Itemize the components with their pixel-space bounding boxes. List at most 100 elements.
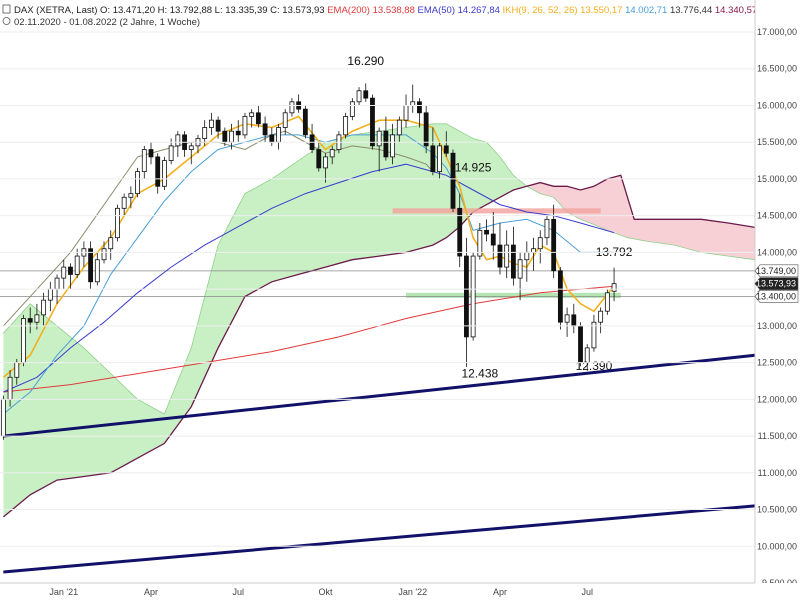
instrument-icon[interactable] (2, 4, 11, 14)
candle-down[interactable] (557, 270, 563, 323)
y-tick-label: 12.000,00 (757, 394, 797, 404)
candle-up[interactable] (531, 248, 536, 253)
candle-down[interactable] (423, 112, 429, 147)
candle-up[interactable] (94, 259, 100, 283)
header-segment: 14.267,84 (455, 5, 500, 16)
candle-up[interactable] (242, 116, 248, 136)
candle-up[interactable] (591, 321, 597, 349)
candle-down[interactable] (464, 255, 469, 338)
candle-down[interactable] (148, 149, 154, 158)
candle-down[interactable] (88, 248, 94, 283)
y-tick-label: 12.500,00 (757, 358, 797, 368)
candle-down[interactable] (302, 108, 308, 136)
candle-up[interactable] (524, 251, 530, 261)
candle-up[interactable] (537, 237, 543, 250)
candle-up[interactable] (544, 218, 550, 239)
candle-up[interactable] (437, 145, 442, 172)
candle-up[interactable] (323, 156, 328, 169)
candle-up[interactable] (7, 376, 13, 400)
candle-up[interactable] (108, 237, 114, 250)
candle-down[interactable] (484, 229, 489, 235)
candle-up[interactable] (403, 105, 409, 121)
candle-down[interactable] (383, 130, 389, 158)
candle-up[interactable] (517, 259, 523, 279)
candle-up[interactable] (356, 90, 362, 103)
price-annotation: 16.290 (347, 54, 384, 68)
candle-up[interactable] (276, 127, 281, 143)
candle-down[interactable] (370, 97, 375, 147)
candle-down[interactable] (215, 119, 221, 132)
candle-down[interactable] (222, 130, 228, 143)
candle-up[interactable] (208, 119, 214, 128)
candle-up[interactable] (390, 134, 396, 158)
candle-up[interactable] (504, 244, 510, 268)
candle-up[interactable] (162, 160, 167, 187)
candle-down[interactable] (417, 101, 422, 114)
candle-up[interactable] (115, 207, 120, 239)
zones-layer (0, 208, 756, 574)
candle-down[interactable] (255, 112, 261, 125)
y-tick-label: 16.000,00 (757, 100, 797, 110)
candle-down[interactable] (430, 145, 436, 172)
candle-down[interactable] (490, 233, 496, 246)
candle-down[interactable] (155, 156, 161, 187)
candle-up[interactable] (34, 314, 40, 323)
candle-up[interactable] (121, 196, 127, 209)
candle-up[interactable] (396, 119, 402, 136)
candle-up[interactable] (128, 193, 134, 198)
candle-down[interactable] (457, 207, 463, 257)
candle-up[interactable] (282, 112, 288, 128)
candle-up[interactable] (0, 398, 6, 437)
candle-down[interactable] (68, 266, 73, 275)
candle-down[interactable] (443, 145, 449, 154)
trend-line[interactable] (3, 504, 756, 574)
header-segment: EMA(50) (415, 5, 455, 16)
candle-down[interactable] (450, 152, 456, 209)
candle-down[interactable] (510, 244, 516, 279)
candle-down[interactable] (316, 149, 322, 169)
candle-down[interactable] (27, 318, 33, 323)
candle-down[interactable] (262, 123, 268, 136)
candle-down[interactable] (578, 325, 583, 364)
header-segment: EMA(200) (325, 5, 370, 16)
candle-up[interactable] (470, 255, 476, 338)
candle-up[interactable] (141, 149, 147, 172)
candle-up[interactable] (343, 116, 349, 136)
candle-up[interactable] (376, 130, 382, 147)
candle-up[interactable] (410, 101, 416, 106)
candle-up[interactable] (41, 299, 47, 316)
candle-up[interactable] (202, 127, 208, 139)
cloud-bullish (3, 123, 531, 517)
candle-up[interactable] (604, 292, 610, 312)
candle-up[interactable] (564, 314, 570, 323)
candle-up[interactable] (54, 277, 60, 290)
candle-up[interactable] (74, 255, 80, 275)
candle-up[interactable] (61, 266, 67, 279)
trend-line[interactable] (3, 353, 756, 438)
candle-up[interactable] (47, 288, 53, 301)
candle-up[interactable] (135, 171, 140, 195)
candle-down[interactable] (269, 134, 275, 143)
candle-up[interactable] (229, 130, 234, 143)
candle-down[interactable] (363, 90, 369, 99)
y-tick-label: 14.500,00 (757, 211, 797, 221)
candle-up[interactable] (289, 101, 295, 114)
candle-up[interactable] (175, 134, 181, 147)
candle-up[interactable] (168, 145, 174, 161)
candle-down[interactable] (571, 314, 577, 327)
candle-down[interactable] (497, 244, 503, 268)
candle-up[interactable] (598, 310, 604, 323)
candle-up[interactable] (611, 283, 617, 292)
candle-up[interactable] (14, 362, 20, 378)
header-segment: DAX (XETRA, Last) (14, 5, 97, 16)
candle-up[interactable] (349, 101, 355, 117)
candle-down[interactable] (551, 218, 557, 272)
candle-down[interactable] (235, 130, 241, 136)
candle-up[interactable] (329, 149, 335, 158)
candle-up[interactable] (477, 229, 483, 257)
candle-up[interactable] (249, 112, 255, 117)
candle-up[interactable] (101, 248, 107, 261)
candle-up[interactable] (188, 145, 194, 150)
candle-up[interactable] (21, 318, 26, 363)
